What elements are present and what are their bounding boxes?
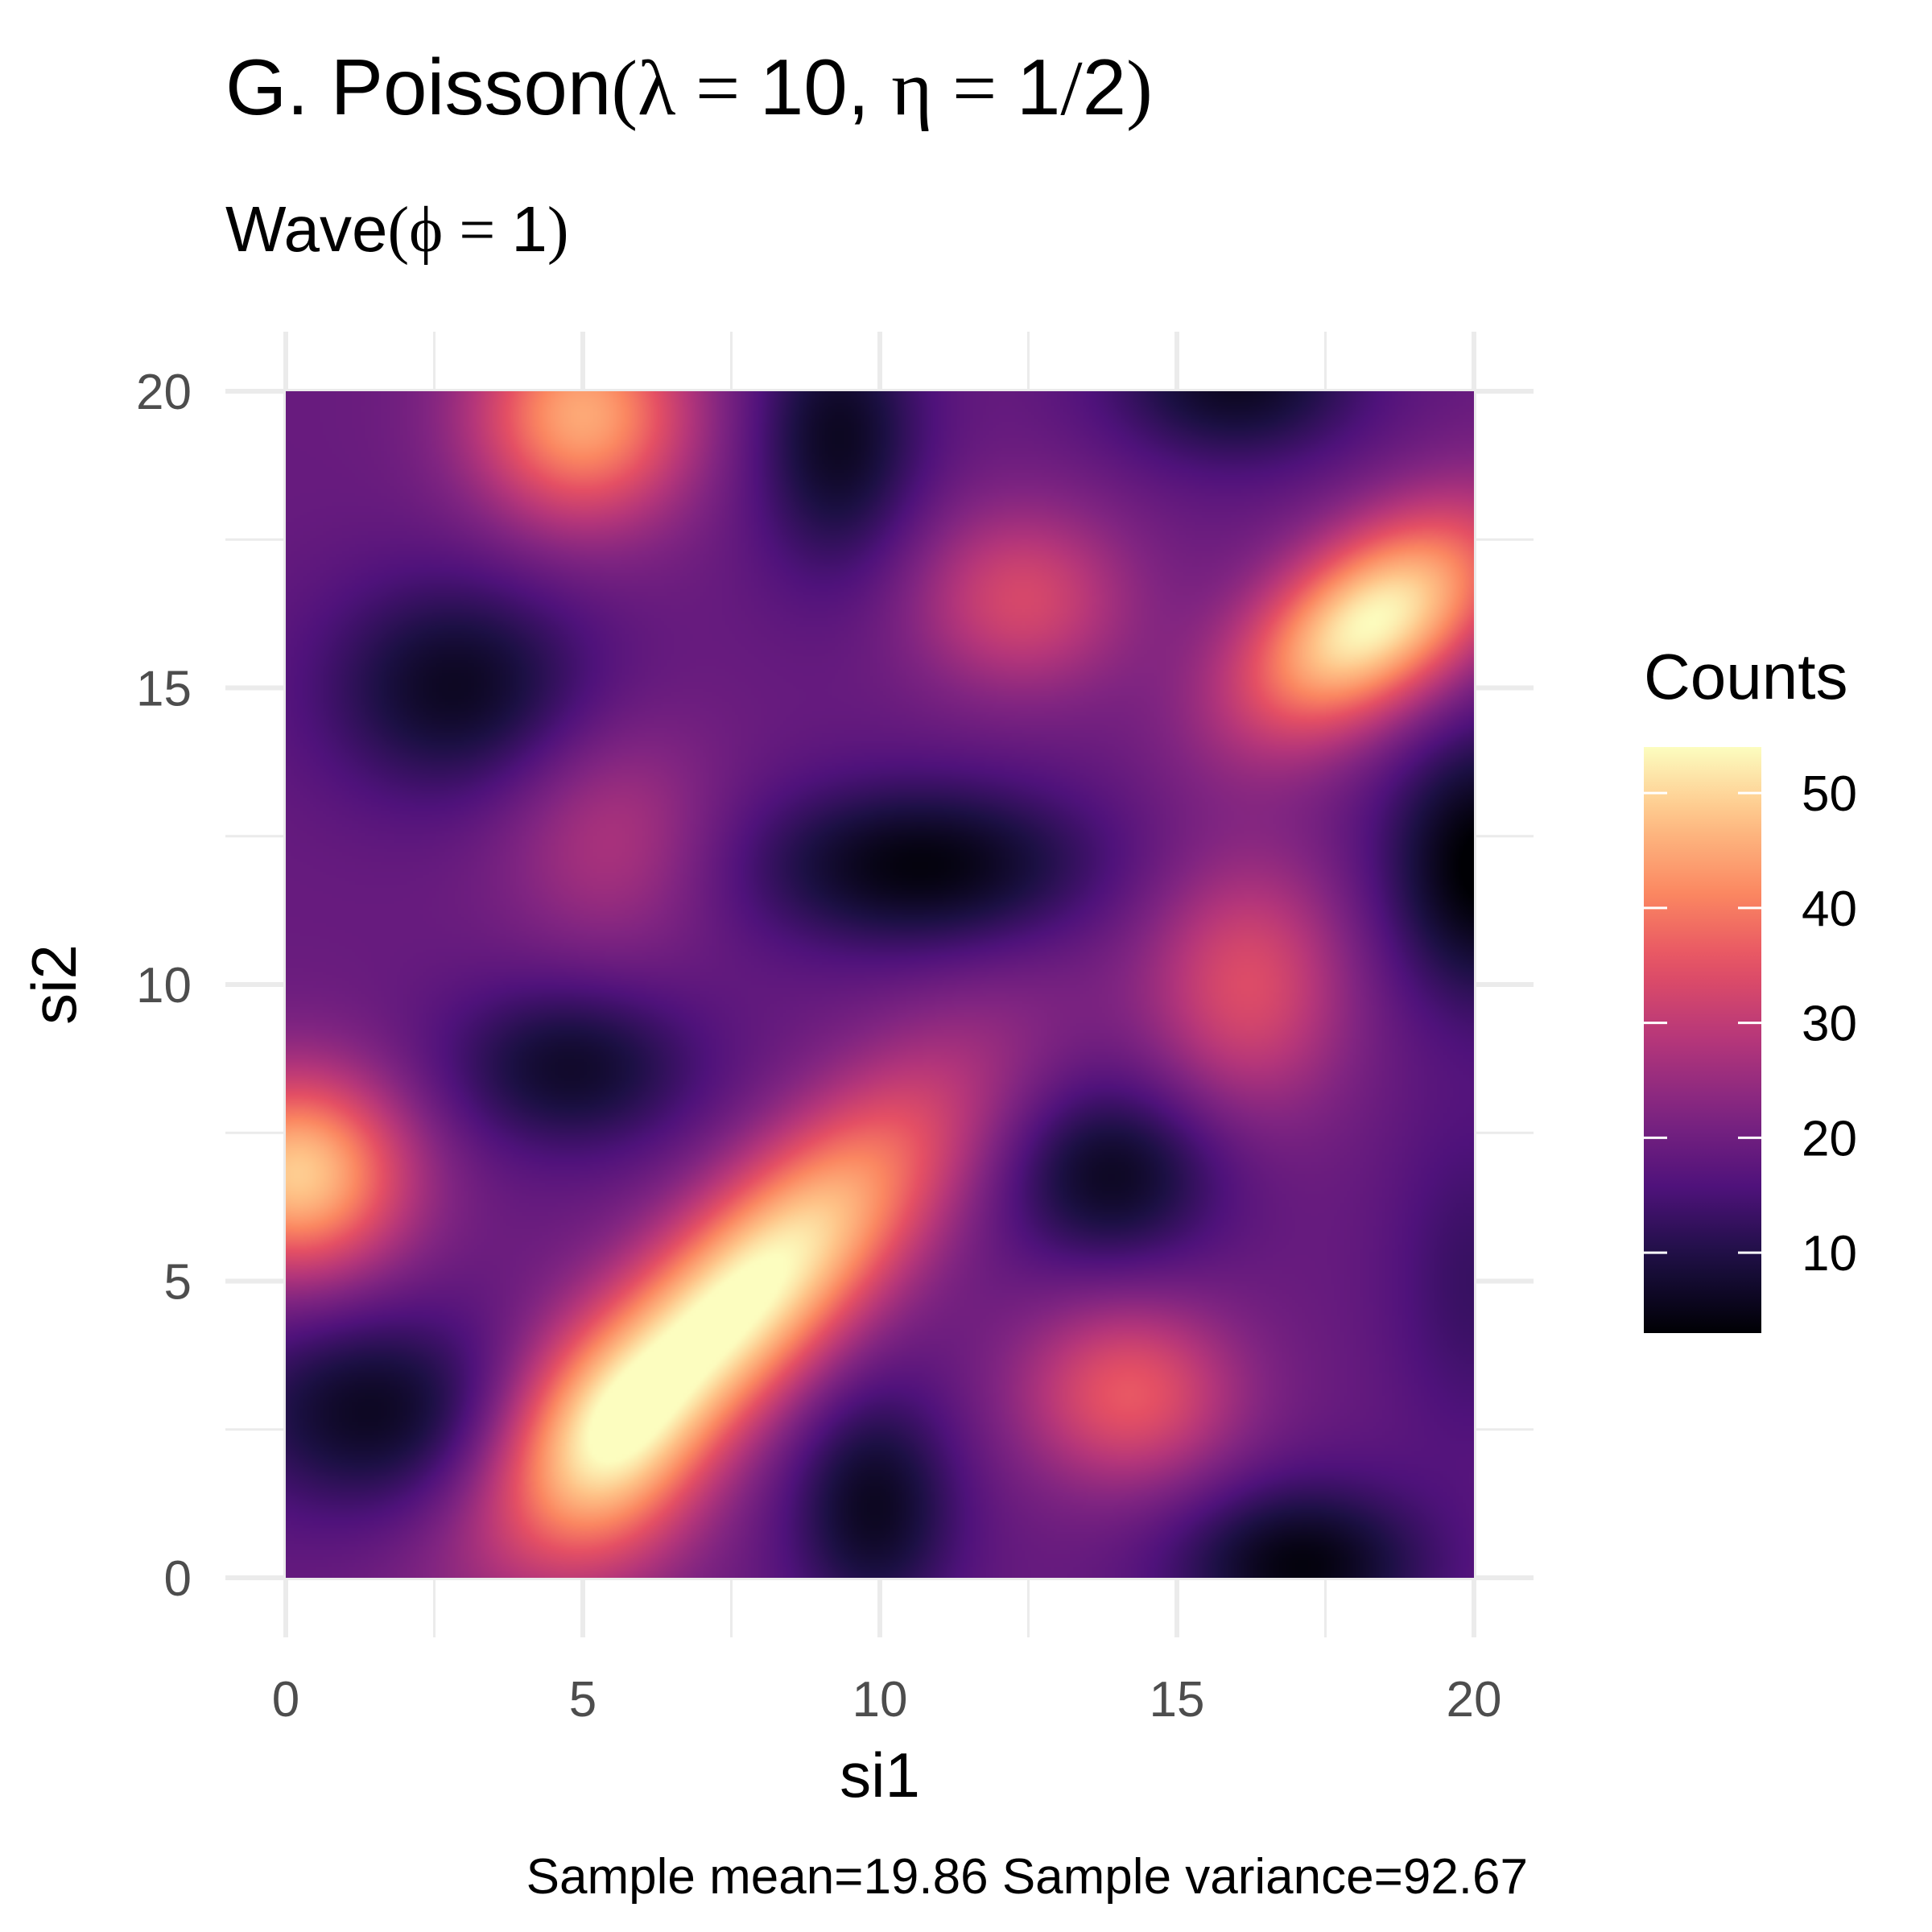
subtitle-phi-symbol: ϕ [409, 195, 443, 266]
title-paren-close: ) [1126, 45, 1153, 132]
caption-equals-1: = [834, 1849, 863, 1905]
title-lambda-symbol: λ [638, 45, 676, 132]
legend-label: 40 [1802, 881, 1857, 937]
x-tick-label: 15 [1150, 1672, 1205, 1728]
caption-mean-value: 19.86 [863, 1849, 988, 1905]
subtitle-equals: = [443, 195, 511, 266]
title-separator: , [848, 43, 891, 131]
legend-ticks: 10 20 30 40 50 [1644, 766, 1857, 1282]
subtitle-prefix: Wave [225, 193, 388, 265]
x-tick-label: 20 [1447, 1672, 1502, 1728]
legend-label: 20 [1802, 1111, 1857, 1166]
title-eta-numerator: 1 [1017, 43, 1061, 131]
caption-equals-2: = [1374, 1849, 1403, 1905]
heatmap-raster [286, 391, 1474, 1578]
x-tick-label: 0 [272, 1672, 299, 1728]
caption-variance-label: Sample variance [1002, 1849, 1374, 1905]
legend-title: Counts [1644, 641, 1847, 712]
title-equals-2: = [933, 45, 1017, 132]
title-eta-denominator: 2 [1083, 43, 1127, 131]
x-tick-label: 5 [569, 1672, 597, 1728]
y-tick-label: 15 [136, 662, 192, 717]
legend: Counts 10 20 30 40 50 [1644, 641, 1857, 1333]
chart-subtitle: Wave(ϕ = 1) [225, 193, 569, 266]
heatmap-area [286, 391, 1474, 1578]
subtitle-phi-value: 1 [511, 193, 547, 265]
chart-title: G. Poisson(λ = 10, η = 1/2) [225, 43, 1153, 132]
legend-colorbar [1644, 747, 1761, 1333]
y-tick-label: 5 [164, 1255, 192, 1311]
title-paren-open: ( [611, 45, 638, 132]
y-tick-label: 20 [136, 365, 192, 420]
title-prefix: G. Poisson [225, 43, 611, 131]
x-axis-ticks: 0 5 10 15 20 [272, 1672, 1502, 1728]
x-axis-label: si1 [840, 1740, 920, 1810]
y-tick-label: 0 [164, 1551, 192, 1607]
title-equals-1: = [676, 45, 760, 132]
legend-label: 50 [1802, 766, 1857, 822]
title-lambda-value: 10 [760, 43, 848, 131]
caption-variance-value: 92.67 [1403, 1849, 1528, 1905]
y-tick-label: 10 [136, 958, 192, 1013]
legend-label: 30 [1802, 997, 1857, 1052]
chart-caption: Sample mean=19.86 Sample variance=92.67 [526, 1849, 1528, 1905]
subtitle-paren-close: ) [547, 195, 569, 266]
y-axis-ticks: 0 5 10 15 20 [136, 365, 192, 1607]
caption-space [989, 1849, 1002, 1905]
caption-mean-label: Sample mean [526, 1849, 835, 1905]
y-axis-label: si2 [19, 944, 89, 1025]
subtitle-paren-open: ( [388, 195, 410, 266]
title-slash: / [1060, 45, 1083, 132]
legend-label: 10 [1802, 1226, 1857, 1282]
title-eta-symbol: η [891, 45, 932, 132]
x-tick-label: 10 [852, 1672, 908, 1728]
